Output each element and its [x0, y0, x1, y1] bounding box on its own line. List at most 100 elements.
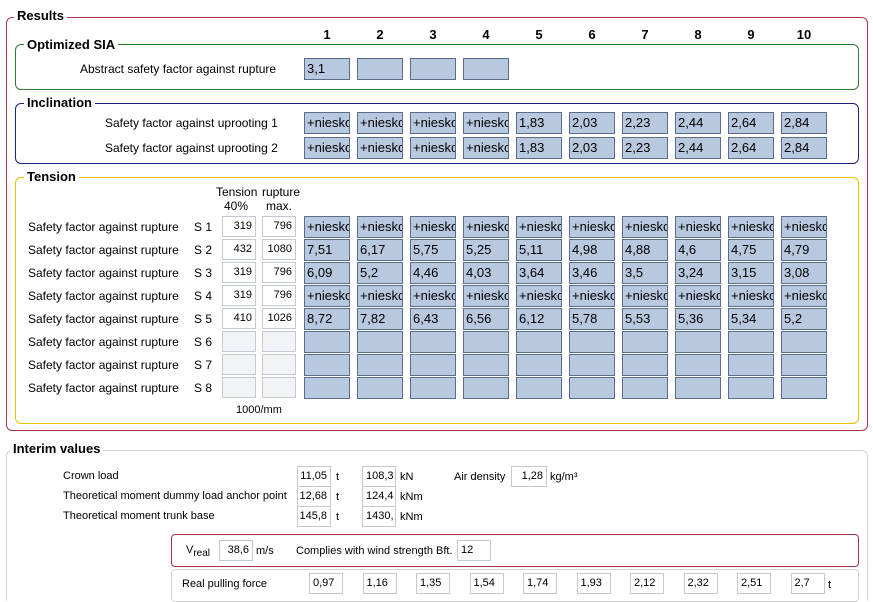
v-real-field[interactable]: 38,6 [219, 540, 253, 561]
rupture-row-label: Safety factor against rupture [28, 243, 179, 257]
uprooting-value-cell: 2,23 [622, 112, 668, 134]
rupture-row-label: Safety factor against rupture [28, 358, 179, 372]
interim-unit-t: t [336, 511, 340, 523]
rupture-row-strand: S 7 [194, 358, 213, 372]
rupture-value-cell: 4,03 [463, 262, 509, 284]
pulling-force-field[interactable]: 2,32 [683, 573, 718, 594]
rupture-value-cell: 3,64 [516, 262, 562, 284]
rupture-row-strand: S 5 [194, 312, 213, 326]
column-number-1: 1 [323, 27, 331, 42]
rupture-max-field[interactable]: 1026 [262, 308, 296, 329]
tension-40-field[interactable]: 410 [222, 308, 256, 329]
rupture-value-cell: 4,75 [728, 239, 774, 261]
rupture-value-cell [675, 331, 721, 353]
rupture-max-field[interactable]: 796 [262, 216, 296, 237]
column-number-10: 10 [796, 27, 812, 42]
interim-value-t[interactable]: 12,68 [297, 486, 331, 507]
tension-40-field[interactable] [222, 354, 256, 375]
rupture-value-cell [516, 377, 562, 399]
rupture-max-field[interactable] [262, 331, 296, 352]
rupture-value-cell: +niesko [516, 216, 562, 238]
uprooting-value-cell: +niesko [463, 137, 509, 159]
tension-group [15, 177, 859, 424]
rupture-value-cell [304, 377, 350, 399]
pulling-force-field[interactable]: 2,12 [630, 573, 664, 594]
pulling-force-field[interactable]: 1,93 [576, 573, 611, 594]
rupture-value-cell [410, 354, 456, 376]
interim-value-kn[interactable]: 124,4 [362, 486, 396, 507]
interim-value-t[interactable]: 145,8 [297, 506, 331, 527]
rupture-value-cell: 4,6 [675, 239, 721, 261]
v-real-symbol: V [186, 544, 194, 556]
rupture-value-cell [781, 377, 827, 399]
rupture-row-label: Safety factor against rupture [28, 312, 179, 326]
uprooting-value-cell: +niesko [357, 137, 403, 159]
interim-unit-kn: kNm [400, 511, 423, 523]
air-density-field[interactable]: 1,28 [511, 466, 547, 487]
rupture-value-cell [463, 354, 509, 376]
interim-value-t[interactable]: 11,05 [297, 466, 331, 487]
uprooting-value-cell: 2,84 [781, 112, 827, 134]
rupture-max-header: max. [266, 199, 293, 213]
pulling-force-field[interactable]: 0,97 [309, 573, 343, 594]
interim-value-kn[interactable]: 1430, [362, 506, 396, 527]
optimized-value-cell [357, 58, 403, 80]
tension-40-field[interactable] [222, 377, 256, 398]
rupture-value-cell [357, 377, 403, 399]
pulling-force-field[interactable]: 1,74 [523, 573, 557, 594]
pulling-force-field[interactable]: 1,54 [469, 573, 504, 594]
column-number-9: 9 [747, 27, 755, 42]
rupture-row-label: Safety factor against rupture [28, 266, 179, 280]
optimized-sia-legend: Optimized SIA [24, 38, 119, 52]
rupture-max-field[interactable]: 796 [262, 262, 296, 283]
pulling-force-field[interactable]: 1,35 [416, 573, 450, 594]
rupture-max-field[interactable] [262, 377, 296, 398]
rupture-value-cell: +niesko [781, 216, 827, 238]
rupture-row-label: Safety factor against rupture [28, 289, 179, 303]
uprooting-value-cell: +niesko [410, 137, 456, 159]
rupture-max-field[interactable]: 796 [262, 285, 296, 306]
tension-40-field[interactable]: 319 [222, 285, 256, 306]
tension-40-field[interactable]: 319 [222, 262, 256, 283]
inclination-group [15, 103, 859, 164]
v-real-unit: m/s [256, 545, 274, 557]
results-group [6, 17, 868, 431]
rupture-value-cell: +niesko [463, 216, 509, 238]
rupture-value-cell: +niesko [675, 216, 721, 238]
interim-value-kn[interactable]: 108,3 [362, 466, 396, 487]
tension-40-field[interactable]: 319 [222, 216, 256, 237]
pulling-force-unit: t [828, 579, 832, 591]
pulling-force-field[interactable]: 1,16 [362, 573, 397, 594]
rupture-value-cell: 5,75 [410, 239, 456, 261]
column-number-4: 4 [482, 27, 490, 42]
rupture-value-cell [622, 354, 668, 376]
uprooting-value-cell: 2,03 [569, 137, 615, 159]
wind-strength-field[interactable]: 12 [457, 540, 491, 561]
optimized-value-cell [410, 58, 456, 80]
v-real-label: Vreal [186, 542, 210, 562]
abstract-safety-factor-label: Abstract safety factor against rupture [80, 62, 277, 76]
column-number-2: 2 [376, 27, 384, 42]
rupture-value-cell: 6,17 [357, 239, 403, 261]
inclination-legend: Inclination [24, 96, 95, 110]
rupture-max-field[interactable] [262, 354, 296, 375]
rupture-max-field[interactable]: 1080 [262, 239, 296, 260]
rupture-value-cell: 5,34 [728, 308, 774, 330]
rupture-row-strand: S 2 [194, 243, 213, 257]
air-density-label: Air density [454, 471, 506, 483]
rupture-value-cell [357, 331, 403, 353]
rupture-value-cell [357, 354, 403, 376]
pulling-force-field[interactable]: 2,51 [737, 573, 771, 594]
rupture-value-cell: +niesko [410, 285, 456, 307]
uprooting-value-cell: 2,23 [622, 137, 668, 159]
tension-40-field[interactable]: 432 [222, 239, 256, 260]
rupture-value-cell: 3,46 [569, 262, 615, 284]
rupture-value-cell [569, 354, 615, 376]
rupture-row-strand: S 8 [194, 381, 213, 395]
uprooting-value-cell: 2,84 [781, 137, 827, 159]
interim-unit-kn: kN [400, 471, 414, 483]
pulling-force-field[interactable]: 2,7 [790, 573, 825, 594]
rupture-value-cell: 5,11 [516, 239, 562, 261]
uprooting-value-cell: 2,44 [675, 112, 721, 134]
tension-40-field[interactable] [222, 331, 256, 352]
